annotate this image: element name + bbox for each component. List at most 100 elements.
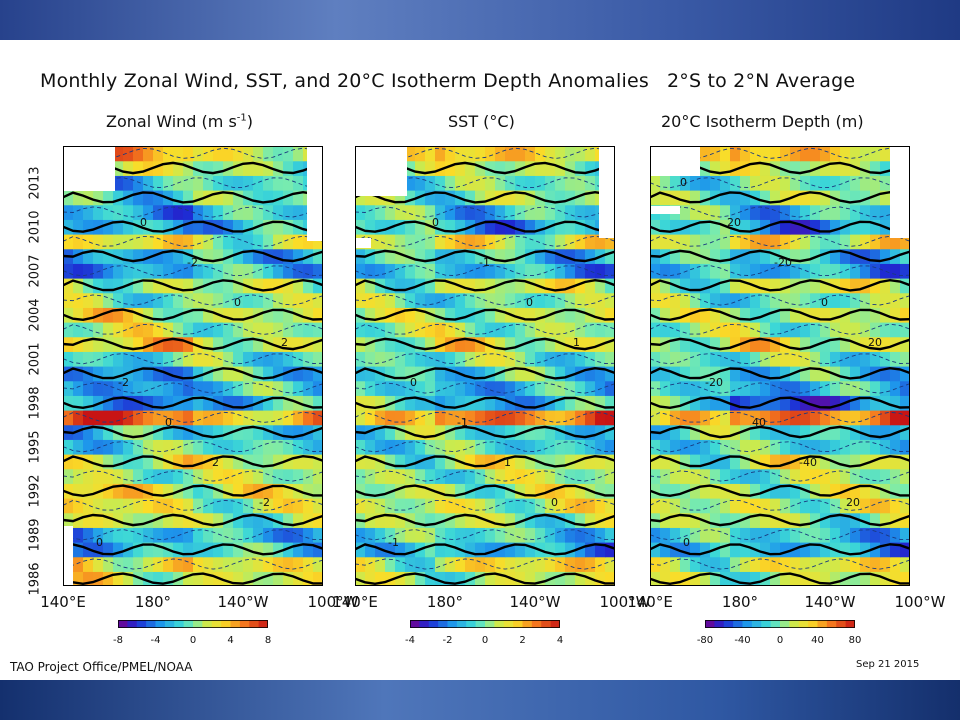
heatmap-cell (273, 424, 284, 440)
heatmap-cell (153, 219, 164, 235)
heatmap-cell (850, 439, 861, 455)
heatmap-cell (760, 248, 771, 264)
heatmap-cell (820, 175, 831, 191)
heatmap-cell (535, 556, 546, 572)
heatmap-cell (595, 439, 606, 455)
heatmap-cell (133, 278, 144, 294)
heatmap-cell (880, 380, 891, 396)
heatmap-cell (385, 204, 396, 220)
heatmap-cell (213, 527, 224, 543)
heatmap-cell (595, 351, 606, 367)
heatmap-cell (253, 278, 264, 294)
heatmap-cell (800, 336, 811, 352)
heatmap-cell (485, 512, 496, 528)
heatmap-cell (395, 204, 406, 220)
heatmap-cell (445, 160, 456, 176)
heatmap-cell (555, 468, 566, 484)
colorbar-tick-label: 2 (519, 635, 526, 646)
heatmap-cell (830, 512, 841, 528)
heatmap-cell (143, 542, 154, 558)
heatmap-cell (153, 263, 164, 279)
heatmap-cell (565, 395, 576, 411)
heatmap-cell (670, 468, 681, 484)
heatmap-cell (355, 527, 366, 543)
heatmap-cell (545, 454, 556, 470)
heatmap-cell (243, 439, 254, 455)
heatmap-cell (820, 571, 831, 586)
heatmap-cell (565, 146, 576, 162)
heatmap-cell (810, 204, 821, 220)
heatmap-cell (740, 292, 751, 308)
heatmap-cell (650, 175, 661, 191)
heatmap-cell (790, 410, 801, 426)
heatmap-cell (375, 410, 386, 426)
heatmap-cell (415, 204, 426, 220)
heatmap-cell (365, 556, 376, 572)
heatmap-cell (163, 571, 174, 586)
heatmap-cell (103, 454, 114, 470)
heatmap-cell (365, 439, 376, 455)
heatmap-cell (303, 571, 314, 586)
heatmap-cell (193, 292, 204, 308)
heatmap-cell (740, 454, 751, 470)
heatmap-cell (475, 527, 486, 543)
heatmap-cell (385, 351, 396, 367)
heatmap-cell (810, 527, 821, 543)
heatmap-cell (820, 468, 831, 484)
heatmap-cell (63, 498, 74, 514)
heatmap-cell (575, 278, 586, 294)
heatmap-cell (283, 542, 294, 558)
heatmap-cell (485, 234, 496, 250)
heatmap-cell (870, 278, 881, 294)
heatmap-cell (293, 146, 304, 162)
heatmap-cell (700, 278, 711, 294)
heatmap-cell (415, 146, 426, 162)
heatmap-cell (223, 204, 234, 220)
heatmap-cell (565, 292, 576, 308)
heatmap-cell (770, 351, 781, 367)
heatmap-cell (830, 219, 841, 235)
heatmap-cell (133, 380, 144, 396)
heatmap-cell (870, 424, 881, 440)
heatmap-cell (93, 498, 104, 514)
heatmap-cell (900, 307, 910, 323)
heatmap-cell (103, 263, 114, 279)
heatmap-cell (83, 219, 94, 235)
heatmap-cell (710, 468, 721, 484)
heatmap-cell (555, 512, 566, 528)
heatmap-cell (233, 351, 244, 367)
heatmap-cell (890, 380, 901, 396)
heatmap-cell (445, 322, 456, 338)
heatmap-cell (840, 410, 851, 426)
heatmap-cell (395, 278, 406, 294)
heatmap-cell (405, 410, 416, 426)
heatmap-cell (173, 498, 184, 514)
heatmap-cell (660, 410, 671, 426)
heatmap-cell (730, 146, 741, 162)
heatmap-cell (860, 146, 871, 162)
heatmap-cell (595, 527, 606, 543)
contour-label: 0 (410, 376, 417, 389)
heatmap-cell (153, 234, 164, 250)
heatmap-cell (375, 424, 386, 440)
heatmap-cell (505, 248, 516, 264)
heatmap-cell (525, 204, 536, 220)
contour-label: 0 (683, 536, 690, 549)
heatmap-cell (193, 336, 204, 352)
colorbar-swatch (761, 620, 772, 628)
heatmap-cell (73, 542, 84, 558)
heatmap-cell (730, 468, 741, 484)
heatmap-cell (650, 351, 661, 367)
heatmap-cell (780, 248, 791, 264)
heatmap-cell (575, 542, 586, 558)
heatmap-cell (710, 292, 721, 308)
heatmap-cell (233, 439, 244, 455)
heatmap-cell (425, 351, 436, 367)
heatmap-cell (730, 366, 741, 382)
heatmap-cell (820, 263, 831, 279)
heatmap-cell (605, 571, 615, 586)
heatmap-cell (223, 366, 234, 382)
heatmap-cell (740, 424, 751, 440)
colorbar-swatch (456, 620, 467, 628)
heatmap-cell (303, 468, 314, 484)
